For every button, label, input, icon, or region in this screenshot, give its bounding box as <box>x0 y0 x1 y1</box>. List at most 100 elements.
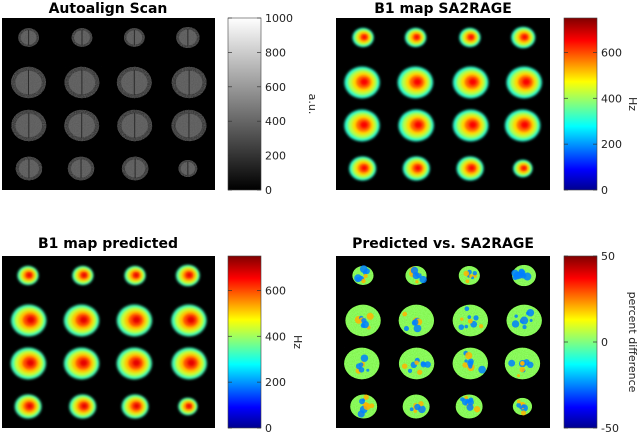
brain-slice <box>398 304 435 337</box>
brain-slice <box>344 109 380 142</box>
colorbar-label-autoalign: a.u. <box>306 94 319 115</box>
brain-slice <box>456 156 484 181</box>
panel-sa2rage: B1 map SA2RAGE 600 400 200 0 Hz <box>336 1 637 197</box>
colorbar-tick-label: 200 <box>265 150 286 163</box>
brain-slice <box>405 266 427 285</box>
colorbar-difference <box>563 255 598 429</box>
colorbar-tick-label: 400 <box>601 92 622 105</box>
brain-slice <box>11 109 47 142</box>
brain-slice <box>504 109 541 142</box>
brain-slice <box>452 347 489 380</box>
brain-slice <box>513 159 533 178</box>
colorbar-tick-label: 1000 <box>265 12 293 25</box>
brain-slice <box>171 347 207 380</box>
brain-slice <box>15 156 43 181</box>
brain-slice <box>350 394 378 419</box>
brain-slice <box>63 304 100 337</box>
brain-slice <box>344 66 380 99</box>
brain-slice <box>116 66 152 99</box>
colorbar-sa2rage <box>563 17 598 191</box>
colorbar-tick-label: 600 <box>601 46 622 59</box>
colorbar-label-difference: percent difference <box>626 292 637 393</box>
brain-slice <box>64 66 100 99</box>
brain-slice <box>402 156 430 181</box>
colorbar-tick-label: 0 <box>265 422 272 433</box>
brain-slice <box>458 266 480 285</box>
colorbar-tick-label: 600 <box>265 81 286 94</box>
brain-slice <box>344 347 380 380</box>
colorbar-predicted <box>227 255 262 429</box>
slices-difference <box>344 264 542 419</box>
panel-title-predicted: B1 map predicted <box>38 236 178 252</box>
brain-slice <box>171 304 207 337</box>
brain-slice <box>352 265 374 285</box>
brain-slice <box>116 304 153 337</box>
brain-slice <box>175 264 200 287</box>
brain-slice <box>10 66 47 99</box>
brain-slice <box>63 347 100 380</box>
brain-slice <box>71 28 93 47</box>
panel-autoalign: Autoalign Scan 1000 800 600 400 200 0 a.u. <box>2 1 319 197</box>
brain-slice <box>512 397 533 416</box>
brain-slice <box>452 304 489 337</box>
panel-title-autoalign: Autoalign Scan <box>49 1 168 17</box>
colorbar-autoalign <box>227 17 262 191</box>
brain-slice <box>171 109 207 142</box>
brain-slice <box>352 28 374 47</box>
colorbar-tick-label: 0 <box>265 184 272 197</box>
brain-slice <box>459 28 481 47</box>
colorbar-tick-label: 0 <box>601 184 608 197</box>
brain-slice <box>18 28 40 47</box>
colorbar-tick-label: 600 <box>265 284 286 297</box>
brain-slice <box>511 26 536 49</box>
brain-slice <box>345 304 381 337</box>
brain-slice <box>124 266 146 285</box>
brain-slice <box>116 347 152 380</box>
brain-slice <box>72 266 94 285</box>
brain-slice <box>171 66 207 99</box>
brain-slice <box>17 266 39 285</box>
brain-slice <box>10 347 46 380</box>
colorbar-tick-label: 800 <box>265 46 286 59</box>
brain-slice <box>402 394 430 419</box>
brain-slice <box>398 347 435 380</box>
brain-slice <box>123 28 145 47</box>
panel-difference: Predicted vs. SA2RAGE 50 0 -50 percent dif… <box>336 236 637 433</box>
panel-title-difference: Predicted vs. SA2RAGE <box>352 236 534 252</box>
brain-slice <box>511 264 537 287</box>
brain-slice <box>11 304 47 337</box>
brain-slice <box>121 156 149 181</box>
brain-slice <box>64 109 100 142</box>
brain-slice <box>67 156 95 181</box>
brain-slice <box>504 347 541 380</box>
slices-autoalign <box>10 26 207 181</box>
brain-slice <box>506 66 542 99</box>
brain-slice <box>69 394 97 419</box>
brain-slice <box>506 304 542 337</box>
colorbar-label-sa2rage: Hz <box>626 97 637 111</box>
panel-predicted: B1 map predicted 600 400 200 0 Hz <box>2 236 304 433</box>
colorbar-label-predicted: Hz <box>291 335 304 349</box>
colorbar-tick-label: 400 <box>265 330 286 343</box>
brain-slice <box>397 66 434 99</box>
panel-title-sa2rage: B1 map SA2RAGE <box>374 1 512 17</box>
brain-slice <box>14 394 42 419</box>
brain-slice <box>452 109 489 142</box>
brain-slice <box>404 28 427 47</box>
colorbar-tick-label: -50 <box>601 422 619 433</box>
brain-slice <box>121 394 149 419</box>
brain-slice <box>117 109 153 142</box>
slices-sa2rage <box>344 26 542 181</box>
brain-slice <box>175 26 200 49</box>
brain-slice <box>178 397 198 416</box>
brain-slice <box>455 394 483 419</box>
colorbar-tick-label: 400 <box>265 115 286 128</box>
brain-slice <box>349 156 377 181</box>
colorbar-tick-label: 0 <box>601 336 608 349</box>
colorbar-tick-label: 200 <box>265 376 286 389</box>
brain-slice <box>398 109 434 142</box>
brain-slice <box>178 159 198 178</box>
brain-slice <box>452 66 489 99</box>
colorbar-tick-label: 50 <box>601 250 615 263</box>
